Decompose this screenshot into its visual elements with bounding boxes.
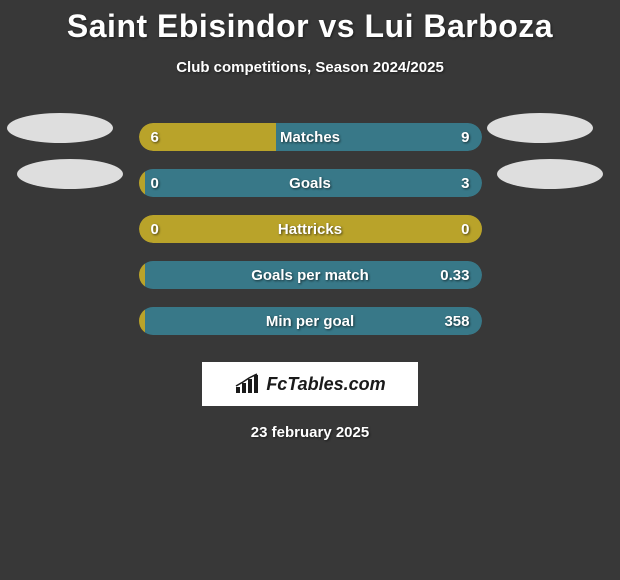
stat-row: 358Min per goal [0, 298, 620, 344]
bar-wrap: 03Goals [139, 169, 482, 197]
bar-right [145, 261, 481, 289]
bar-left [139, 307, 146, 335]
bar-left [139, 261, 146, 289]
date-text: 23 february 2025 [0, 424, 620, 441]
bar-wrap: 00Hattricks [139, 215, 482, 243]
logo-box: FcTables.com [202, 362, 418, 406]
value-left: 0 [151, 169, 159, 197]
bar-left [139, 169, 146, 197]
bar-wrap: 69Matches [139, 123, 482, 151]
stat-row: 03Goals [0, 160, 620, 206]
value-right: 9 [461, 123, 469, 151]
value-left: 6 [151, 123, 159, 151]
bar-right [276, 123, 482, 151]
stat-row: 0.33Goals per match [0, 252, 620, 298]
value-right: 0 [461, 215, 469, 243]
bar-left [139, 215, 482, 243]
subtitle: Club competitions, Season 2024/2025 [0, 59, 620, 76]
oval-left [17, 159, 123, 189]
logo-text: FcTables.com [266, 374, 385, 395]
value-left: 0 [151, 215, 159, 243]
oval-right [487, 113, 593, 143]
stats-container: 69Matches03Goals00Hattricks0.33Goals per… [0, 114, 620, 344]
value-right: 358 [444, 307, 469, 335]
stat-row: 00Hattricks [0, 206, 620, 252]
page-title: Saint Ebisindor vs Lui Barboza [0, 0, 620, 45]
bar-right [145, 169, 481, 197]
bar-wrap: 358Min per goal [139, 307, 482, 335]
bar-right [145, 307, 481, 335]
oval-left [7, 113, 113, 143]
chart-icon [234, 373, 260, 395]
bar-wrap: 0.33Goals per match [139, 261, 482, 289]
value-right: 0.33 [440, 261, 469, 289]
value-right: 3 [461, 169, 469, 197]
stat-row: 69Matches [0, 114, 620, 160]
bar-left [139, 123, 276, 151]
oval-right [497, 159, 603, 189]
